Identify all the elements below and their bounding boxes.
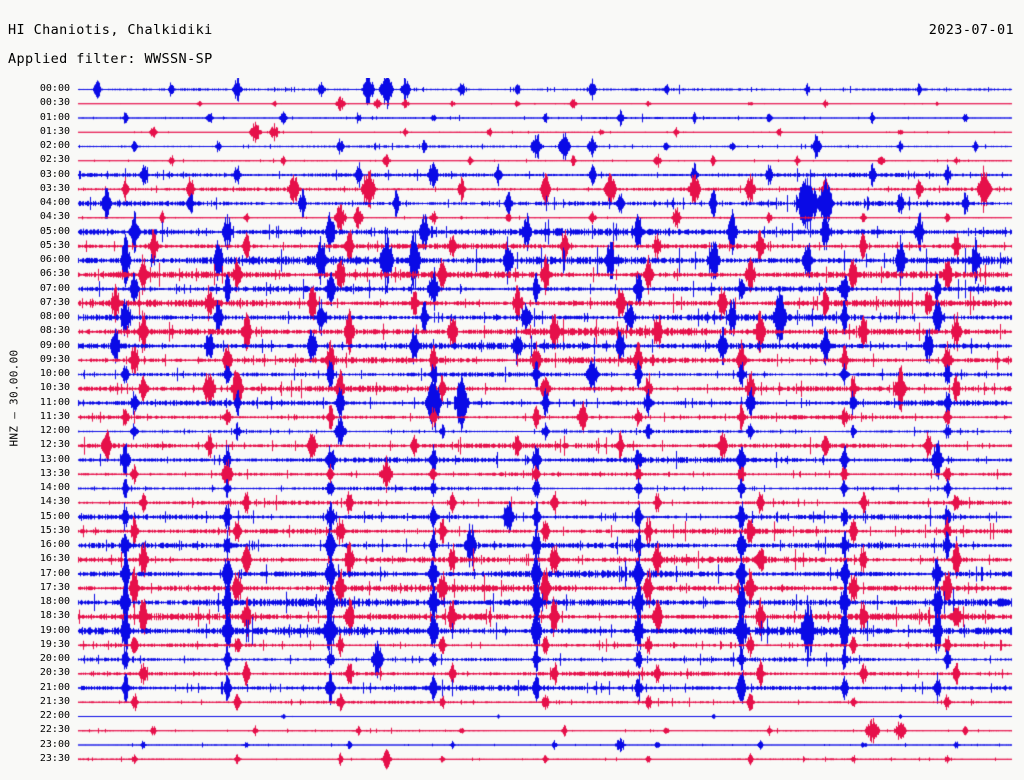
waveform-traces [0,78,1024,778]
seismogram-plot: 00:0000:3001:0001:3002:0002:3003:0003:30… [0,78,1024,778]
page-title: HI Chaniotis, Chalkidiki [8,22,213,38]
applied-filter-label: Applied filter: WWSSN-SP [8,51,213,67]
date-label: 2023-07-01 [928,22,1014,38]
